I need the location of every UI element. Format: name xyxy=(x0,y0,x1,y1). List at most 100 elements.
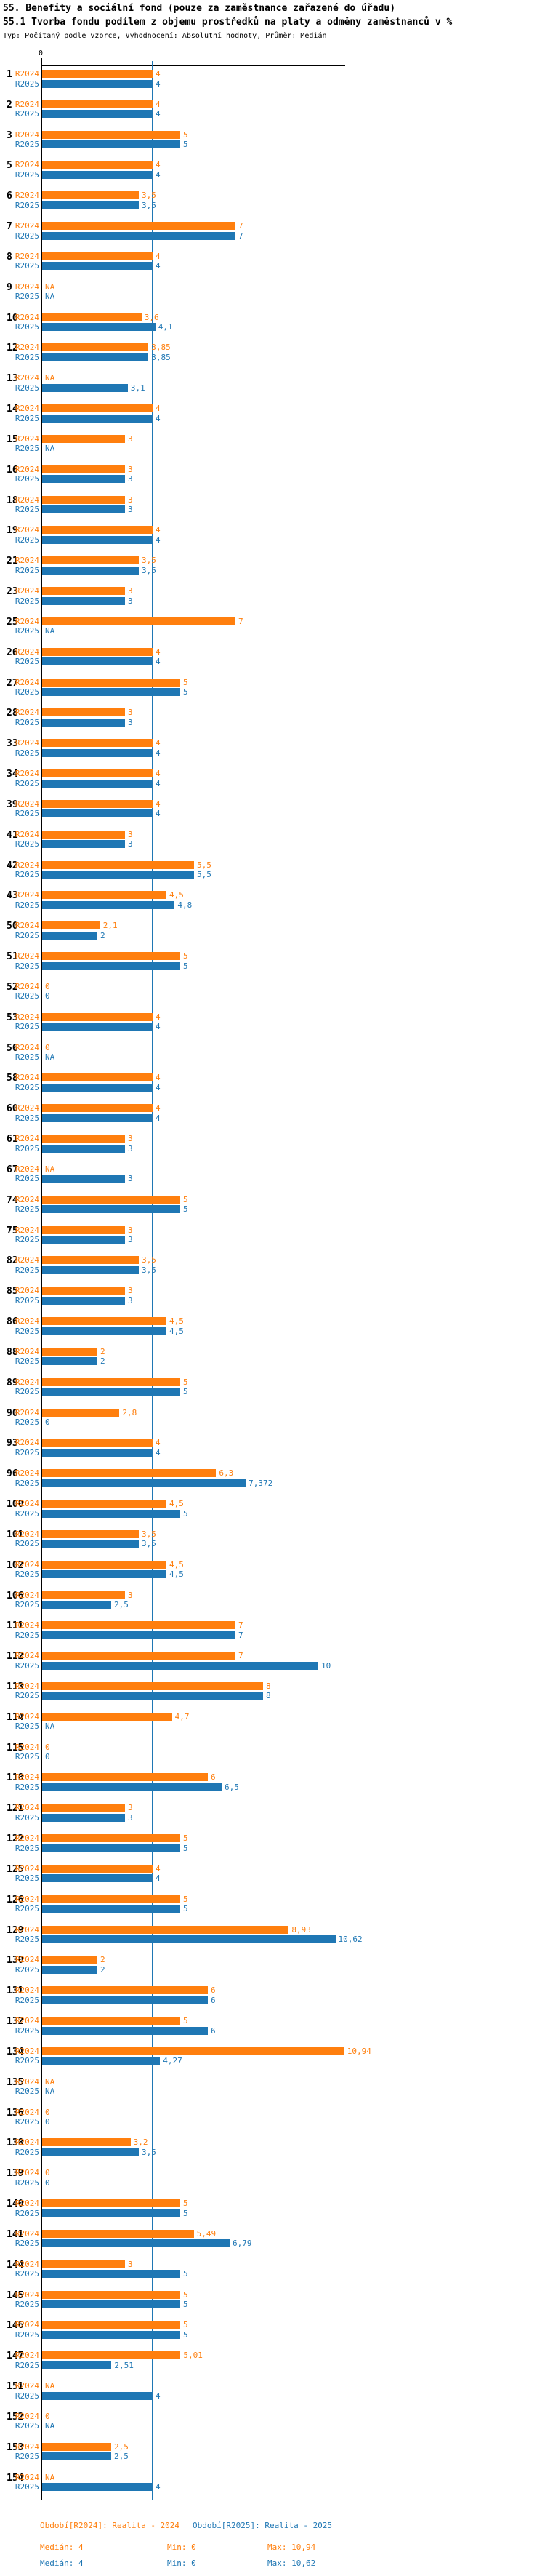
bar-r2024 xyxy=(42,647,153,656)
group-number: 33 xyxy=(7,738,18,750)
bar-r2024 xyxy=(42,2321,180,2329)
group-number: 13 xyxy=(7,373,18,385)
series-label-r2025: R2025 xyxy=(15,1022,39,1032)
value-label-r2024: 0 xyxy=(45,2107,50,2117)
value-label-r2024: 3 xyxy=(128,586,133,596)
series-label-r2025: R2025 xyxy=(15,778,39,788)
value-label-r2025: 6 xyxy=(211,2025,216,2036)
bar-r2024 xyxy=(42,100,153,108)
series-label-r2024: R2024 xyxy=(15,1590,39,1600)
bar-r2024 xyxy=(42,1377,180,1386)
series-label-r2024: R2024 xyxy=(15,2472,39,2482)
value-label-r2024: 3 xyxy=(128,433,133,444)
value-label-r2025: 4,1 xyxy=(158,322,173,332)
series-label-r2024: R2024 xyxy=(15,1012,39,1022)
value-label-r2024: 4 xyxy=(156,1863,161,1873)
series-label-r2024: R2024 xyxy=(15,433,39,444)
value-label-r2024: 5 xyxy=(183,2289,188,2300)
bar-r2024 xyxy=(42,1591,125,1599)
bar-r2024 xyxy=(42,1681,263,1690)
series-label-r2024: R2024 xyxy=(15,464,39,474)
bar-r2024 xyxy=(42,222,235,231)
value-label-r2025: 3 xyxy=(128,717,133,727)
bar-r2025 xyxy=(42,323,156,332)
value-label-r2024: 2,5 xyxy=(114,2441,129,2452)
series-label-r2025: R2025 xyxy=(15,565,39,575)
series-label-r2024: R2024 xyxy=(15,1438,39,1448)
series-label-r2025: R2025 xyxy=(15,1295,39,1305)
value-label-r2024: 5,49 xyxy=(196,2228,217,2239)
value-label-r2025: NA xyxy=(45,1052,55,1063)
series-label-r2025: R2025 xyxy=(15,79,39,89)
group-row: 112 R2024 7 R2025 10 xyxy=(0,1651,545,1682)
series-label-r2025: R2025 xyxy=(15,535,39,545)
bar-r2025 xyxy=(42,2361,112,2369)
series-label-r2024: R2024 xyxy=(15,2320,39,2330)
value-label-r2025: 5 xyxy=(183,2300,188,2310)
series-label-r2025: R2025 xyxy=(15,1082,39,1092)
series-label-r2024: R2024 xyxy=(15,921,39,931)
bar-r2025 xyxy=(42,688,180,697)
group-number: 28 xyxy=(7,708,18,719)
series-label-r2025: R2025 xyxy=(15,2391,39,2401)
group-row: 82 R2024 3,5 R2025 3,5 xyxy=(0,1255,545,1287)
series-label-r2024: R2024 xyxy=(15,586,39,596)
group-row: 51 R2024 5 R2025 5 xyxy=(0,951,545,983)
group-number: 23 xyxy=(7,586,18,598)
series-label-r2025: R2025 xyxy=(15,1964,39,1975)
bar-r2025 xyxy=(42,1874,153,1883)
value-label-r2024: 4 xyxy=(156,525,161,535)
series-label-r2024: R2024 xyxy=(15,738,39,748)
series-label-r2024: R2024 xyxy=(15,1316,39,1327)
bar-r2024 xyxy=(42,161,153,169)
group-number: 18 xyxy=(7,495,18,506)
value-label-r2024: 5 xyxy=(183,1377,188,1387)
series-label-r2024: R2024 xyxy=(15,1042,39,1052)
value-label-r2024: 4 xyxy=(156,769,161,779)
group-row: 134 R2024 10,94 R2025 4,27 xyxy=(0,2047,545,2078)
value-label-r2024: 4 xyxy=(156,1103,161,1113)
series-label-r2025: R2025 xyxy=(15,109,39,119)
group-row: 126 R2024 5 R2025 5 xyxy=(0,1895,545,1926)
group-row: 8 R2024 4 R2025 4 xyxy=(0,252,545,283)
value-label-r2025: 10 xyxy=(321,1660,331,1671)
series-label-r2024: R2024 xyxy=(15,2441,39,2452)
group-number: 96 xyxy=(7,1468,18,1480)
group-row: 140 R2024 5 R2025 5 xyxy=(0,2199,545,2230)
group-number: 16 xyxy=(7,464,18,476)
bar-r2024 xyxy=(42,252,153,260)
value-label-r2024: NA xyxy=(45,1164,55,1174)
group-number: 85 xyxy=(7,1286,18,1297)
series-label-r2024: R2024 xyxy=(15,647,39,657)
series-label-r2024: R2024 xyxy=(15,2168,39,2178)
value-label-r2025: 6,5 xyxy=(225,1782,239,1792)
group-row: 13 R2024 NA R2025 3,1 xyxy=(0,373,545,404)
series-label-r2025: R2025 xyxy=(15,1569,39,1580)
group-number: 19 xyxy=(7,525,18,537)
bar-r2025 xyxy=(42,840,125,849)
value-label-r2024: 5 xyxy=(183,2199,188,2209)
value-label-r2024: 3 xyxy=(128,2259,133,2269)
series-label-r2025: R2025 xyxy=(15,352,39,362)
value-label-r2025: 5 xyxy=(183,1904,188,1914)
value-label-r2024: 4 xyxy=(156,160,161,170)
bar-r2025 xyxy=(42,1965,97,1974)
group-row: 14 R2024 4 R2025 4 xyxy=(0,404,545,435)
value-label-r2024: 5 xyxy=(183,1194,188,1204)
bar-r2025 xyxy=(42,140,180,149)
series-label-r2024: R2024 xyxy=(15,69,39,79)
value-label-r2025: 5 xyxy=(183,1204,188,1215)
axis-y-line xyxy=(41,65,42,2500)
series-label-r2024: R2024 xyxy=(15,1955,39,1965)
series-label-r2025: R2025 xyxy=(15,1904,39,1914)
group-number: 25 xyxy=(7,616,18,628)
group-number: 126 xyxy=(7,1894,24,1905)
bar-r2024 xyxy=(42,1864,153,1873)
series-label-r2025: R2025 xyxy=(15,687,39,697)
value-label-r2025: 4 xyxy=(156,748,161,758)
bar-r2025 xyxy=(42,262,153,271)
series-label-r2024: R2024 xyxy=(15,221,39,231)
value-label-r2024: 3,85 xyxy=(151,343,171,353)
bar-r2025 xyxy=(42,2239,230,2248)
